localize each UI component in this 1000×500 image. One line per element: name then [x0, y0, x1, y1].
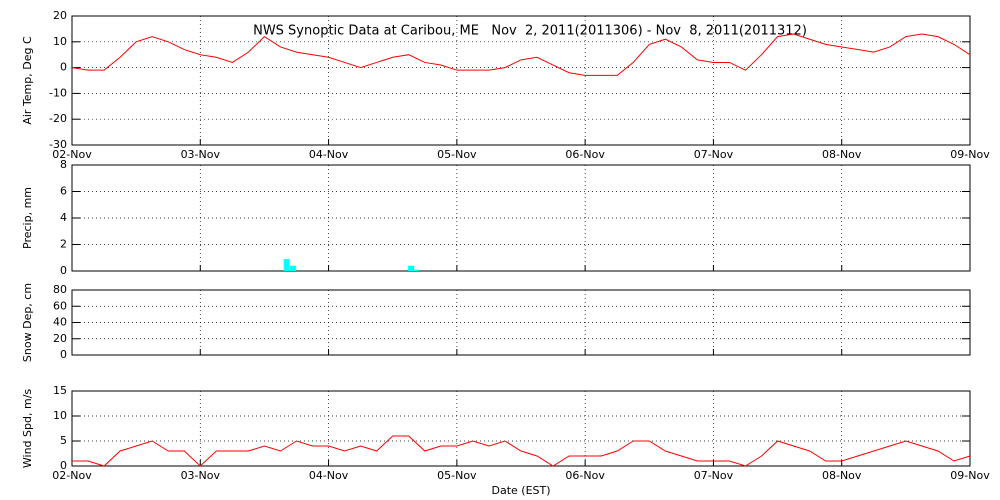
x-tick-label: 08-Nov [822, 469, 862, 482]
y-tick-label: 15 [53, 384, 67, 397]
y-tick-label: 6 [60, 185, 67, 198]
x-tick-label: 04-Nov [309, 469, 349, 482]
plot-frame [71, 390, 971, 467]
data-line [72, 435, 971, 467]
y-tick-label: 5 [60, 434, 67, 447]
y-tick-label: 0 [60, 459, 67, 472]
x-tick-label: 02-Nov [52, 148, 92, 161]
y-tick-label: 2 [60, 238, 67, 251]
bar [283, 259, 290, 271]
y-tick-label: 80 [53, 283, 67, 296]
y-tick-label: 40 [53, 316, 67, 329]
data-line [71, 33, 971, 76]
x-axis-label: Date (EST) [491, 484, 550, 497]
chart-title: NWS Synoptic Data at Caribou, ME Nov 2, … [253, 24, 807, 39]
y-tick-label: 10 [53, 409, 67, 422]
y-tick-label: 60 [53, 299, 67, 312]
y-tick-label: 10 [53, 35, 67, 48]
x-tick-label: 06-Nov [565, 148, 605, 161]
plot-frame [71, 15, 971, 146]
bar [413, 269, 420, 271]
x-tick-label: 05-Nov [437, 148, 477, 161]
x-tick-label: 02-Nov [52, 469, 92, 482]
x-tick-label: 05-Nov [437, 469, 477, 482]
y-tick-label: -10 [49, 86, 67, 99]
x-tick-label: 03-Nov [181, 469, 221, 482]
y-tick-label: -30 [49, 138, 67, 151]
y-tick-label: 4 [60, 211, 67, 224]
x-tick-label: 07-Nov [694, 469, 734, 482]
y-axis-label: Precip, mm [21, 187, 34, 249]
x-tick-label: 03-Nov [181, 148, 221, 161]
x-tick-label: 09-Nov [950, 148, 990, 161]
y-tick-label: 0 [60, 61, 67, 74]
x-tick-label: 04-Nov [309, 148, 349, 161]
y-tick-label: 0 [60, 264, 67, 277]
y-tick-label: 20 [53, 332, 67, 345]
y-axis-label: Air Temp, Deg C [21, 36, 34, 125]
x-tick-label: 08-Nov [822, 148, 862, 161]
y-tick-label: 8 [60, 158, 67, 171]
bar [290, 265, 297, 271]
bar [408, 265, 415, 271]
y-tick-label: 0 [60, 348, 67, 361]
y-tick-label: -20 [49, 112, 67, 125]
x-tick-label: 07-Nov [694, 148, 734, 161]
x-tick-label: 09-Nov [950, 469, 990, 482]
y-tick-label: 20 [53, 9, 67, 22]
y-axis-label: Wind Spd, m/s [21, 389, 34, 469]
y-axis-label: Snow Dep, cm [21, 283, 34, 362]
x-tick-label: 06-Nov [565, 469, 605, 482]
